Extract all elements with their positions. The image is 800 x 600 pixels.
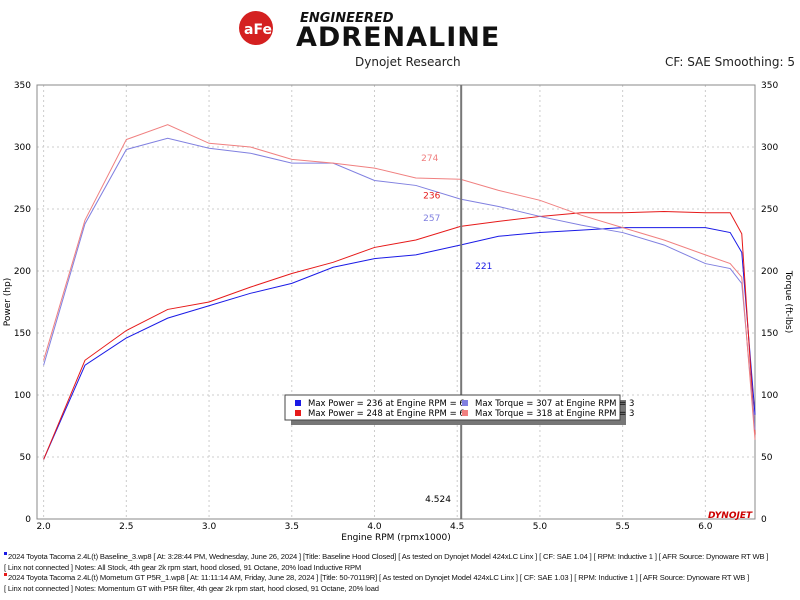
svg-text:aFe: aFe bbox=[244, 22, 272, 38]
series-line-0 bbox=[43, 227, 756, 460]
y-right-tick-label: 250 bbox=[761, 205, 778, 215]
note-line: [ Linx not connected ] Notes: Momentum G… bbox=[4, 583, 379, 593]
cursor-rpm-label: 4.524 bbox=[425, 495, 451, 505]
y-right-tick-label: 50 bbox=[761, 453, 773, 463]
legend-entry: Max Power = 236 at Engine RPM = 6 bbox=[308, 399, 465, 409]
series-marker-icon bbox=[4, 573, 7, 576]
legend-swatch bbox=[295, 410, 301, 416]
y-tick-label: 200 bbox=[14, 267, 31, 277]
y-axis-label: Power (hp) bbox=[3, 278, 13, 327]
x-tick-label: 4.5 bbox=[450, 522, 464, 532]
cf-label: CF: SAE Smoothing: 5 bbox=[665, 55, 796, 69]
cursor-readout: 221 bbox=[475, 262, 492, 272]
dynojet-watermark: DYNOJET bbox=[708, 511, 753, 521]
y-axis-right-label: Torque (ft-lbs) bbox=[783, 270, 793, 334]
source-label: Dynojet Research bbox=[355, 55, 461, 69]
legend-entry: Max Torque = 307 at Engine RPM = 3 bbox=[475, 399, 634, 409]
x-tick-label: 5.5 bbox=[615, 522, 629, 532]
plot-frame bbox=[36, 84, 756, 520]
note-line: 2024 Toyota Tacoma 2.4L(t) Mometum GT P5… bbox=[4, 573, 796, 584]
y-tick-label: 250 bbox=[14, 205, 31, 215]
legend-entry: Max Power = 248 at Engine RPM = 6 bbox=[308, 409, 465, 419]
afe-logo: aFe ENGINEERED ADRENALINE bbox=[239, 11, 500, 48]
y-right-tick-label: 300 bbox=[761, 143, 778, 153]
series-line-2 bbox=[43, 137, 756, 430]
y-right-tick-label: 200 bbox=[761, 267, 778, 277]
note-line: 2024 Toyota Tacoma 2.4L(t) Baseline_3.wp… bbox=[4, 552, 796, 563]
series-line-1 bbox=[43, 210, 756, 460]
legend-swatch bbox=[462, 400, 468, 406]
svg-text:ENGINEERED: ENGINEERED bbox=[300, 11, 394, 26]
y-tick-label: 100 bbox=[14, 391, 31, 401]
legend-swatch bbox=[462, 410, 468, 416]
legend-swatch bbox=[295, 400, 301, 406]
series-line-3 bbox=[43, 124, 756, 440]
x-tick-label: 3.5 bbox=[285, 522, 299, 532]
y-tick-label: 0 bbox=[25, 515, 31, 525]
cursor-readout: 257 bbox=[423, 214, 440, 224]
y-tick-label: 300 bbox=[14, 143, 31, 153]
legend-entry: Max Torque = 318 at Engine RPM = 3 bbox=[475, 409, 634, 419]
y-right-tick-label: 0 bbox=[761, 515, 767, 525]
series-marker-icon bbox=[4, 552, 7, 555]
cursor-readout: 274 bbox=[421, 154, 438, 164]
x-tick-label: 2.5 bbox=[119, 522, 133, 532]
x-axis-label: Engine RPM (rpmx1000) bbox=[341, 533, 450, 543]
y-tick-label: 150 bbox=[14, 329, 31, 339]
note-line: [ Linx not connected ] Notes: All Stock,… bbox=[4, 562, 362, 572]
svg-text:ADRENALINE: ADRENALINE bbox=[296, 22, 500, 48]
run-notes: 2024 Toyota Tacoma 2.4L(t) Baseline_3.wp… bbox=[4, 552, 796, 594]
x-tick-label: 5.0 bbox=[533, 522, 548, 532]
y-right-tick-label: 350 bbox=[761, 81, 778, 91]
y-tick-label: 50 bbox=[20, 453, 32, 463]
cursor-readout: 236 bbox=[423, 191, 440, 201]
y-right-tick-label: 150 bbox=[761, 329, 778, 339]
x-tick-label: 4.0 bbox=[367, 522, 382, 532]
x-tick-label: 3.0 bbox=[202, 522, 217, 532]
y-tick-label: 350 bbox=[14, 81, 31, 91]
x-tick-label: 2.0 bbox=[36, 522, 51, 532]
y-right-tick-label: 100 bbox=[761, 391, 778, 401]
x-tick-label: 6.0 bbox=[698, 522, 713, 532]
dyno-chart: 2.0 2.5 3.0 3.5 4.0 4.5 5.0 5.5 6.0 0 0 50 50 100 100 1… bbox=[3, 81, 793, 543]
